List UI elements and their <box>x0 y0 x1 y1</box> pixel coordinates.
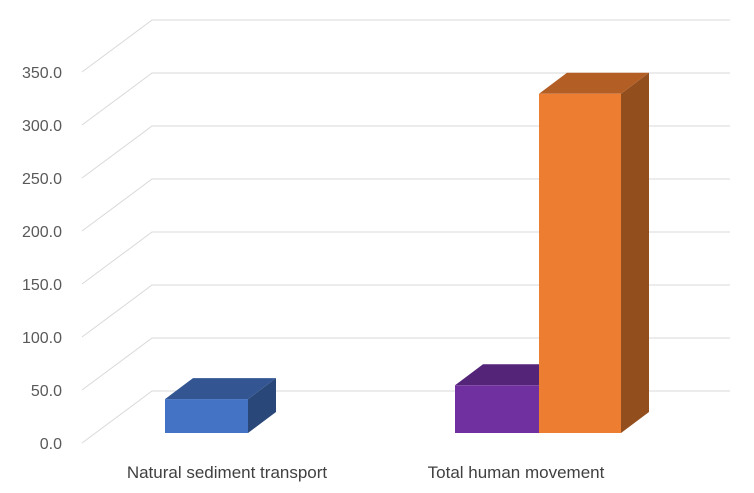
gridline <box>81 231 730 285</box>
bar-side <box>621 72 649 434</box>
y-tick-label: 300.0 <box>22 118 62 135</box>
y-axis-ticks: 0.0 50.0 100.0 150.0 200.0 250.0 300.0 350.0 <box>22 65 62 453</box>
bars <box>165 72 649 434</box>
y-tick-label: 200.0 <box>22 224 62 241</box>
gridline <box>81 125 730 179</box>
bar-top <box>165 378 276 400</box>
gridline <box>81 72 730 126</box>
y-tick-label: 250.0 <box>22 171 62 188</box>
y-tick-label: 50.0 <box>31 383 62 400</box>
x-axis-categories: Natural sediment transport Total human m… <box>127 463 605 482</box>
y-tick-label: 150.0 <box>22 277 62 294</box>
category-label-natural: Natural sediment transport <box>127 463 328 482</box>
bar-front <box>455 385 539 433</box>
gridline <box>81 337 730 391</box>
y-tick-label: 0.0 <box>40 436 62 453</box>
gridline <box>81 19 730 73</box>
gridline <box>81 178 730 232</box>
gridline <box>81 284 730 338</box>
y-tick-label: 350.0 <box>22 65 62 82</box>
bar-side <box>248 378 276 433</box>
gridlines <box>81 19 730 444</box>
y-tick-label: 100.0 <box>22 330 62 347</box>
category-label-human: Total human movement <box>428 463 605 482</box>
bar-top <box>539 72 649 94</box>
bar-front <box>539 93 621 434</box>
bar-front <box>165 399 248 433</box>
